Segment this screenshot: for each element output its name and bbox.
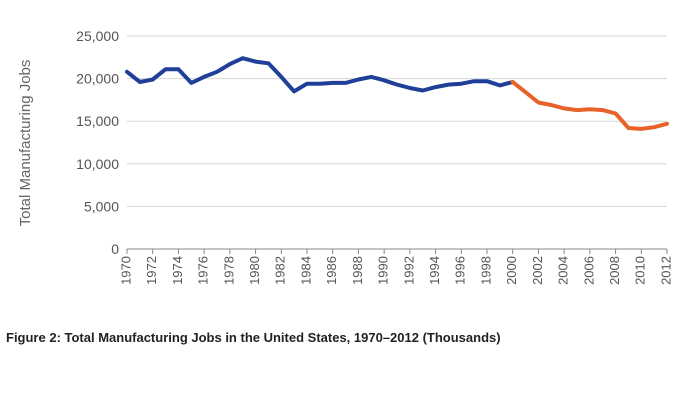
x-tick-label: 2012 — [658, 256, 673, 285]
x-tick-label: 2008 — [607, 256, 622, 285]
gridlines — [127, 35, 667, 250]
x-tick-label: 1980 — [247, 256, 262, 285]
x-tick-label: 2004 — [556, 256, 571, 285]
x-tick-label: 2006 — [581, 256, 596, 285]
y-axis-ticks: 0 5,000 10,000 15,000 20,000 25,000 — [76, 28, 119, 257]
x-tick-label: 1994 — [427, 256, 442, 285]
x-tick-label: 1974 — [170, 256, 185, 285]
x-tick-label: 1992 — [401, 256, 416, 285]
y-tick-label: 15,000 — [76, 113, 119, 129]
y-tick-label: 20,000 — [76, 71, 119, 87]
x-tick-label: 1988 — [350, 256, 365, 285]
x-tick-label: 1996 — [453, 256, 468, 285]
y-tick-label: 25,000 — [76, 28, 119, 44]
x-tick-label: 1972 — [144, 256, 159, 285]
y-tick-label: 10,000 — [76, 156, 119, 172]
y-tick-label: 0 — [111, 241, 119, 257]
x-tick-label: 1976 — [196, 256, 211, 285]
y-axis-label: Total Manufacturing Jobs — [17, 60, 34, 227]
x-tick-label: 1984 — [298, 256, 313, 285]
x-tick-label: 2002 — [530, 256, 545, 285]
figure-caption: Figure 2: Total Manufacturing Jobs in th… — [6, 330, 501, 345]
x-tick-label: 1990 — [376, 256, 391, 285]
x-tick-label: 1982 — [273, 256, 288, 285]
x-tick-label: 1970 — [118, 256, 133, 285]
x-tick-label: 1986 — [324, 256, 339, 285]
x-tick-label: 2000 — [504, 256, 519, 285]
series-line-2 — [510, 80, 669, 131]
series-lines — [125, 56, 669, 131]
x-tick-label: 1978 — [221, 256, 236, 285]
x-tick-label: 1998 — [478, 256, 493, 285]
x-tick-label: 2010 — [633, 256, 648, 285]
x-axis-ticks: 1970 1972 1974 1976 1978 1980 1982 1984 1986 1988… — [118, 249, 673, 285]
series-line-1 — [125, 56, 515, 94]
y-tick-label: 5,000 — [84, 198, 119, 214]
